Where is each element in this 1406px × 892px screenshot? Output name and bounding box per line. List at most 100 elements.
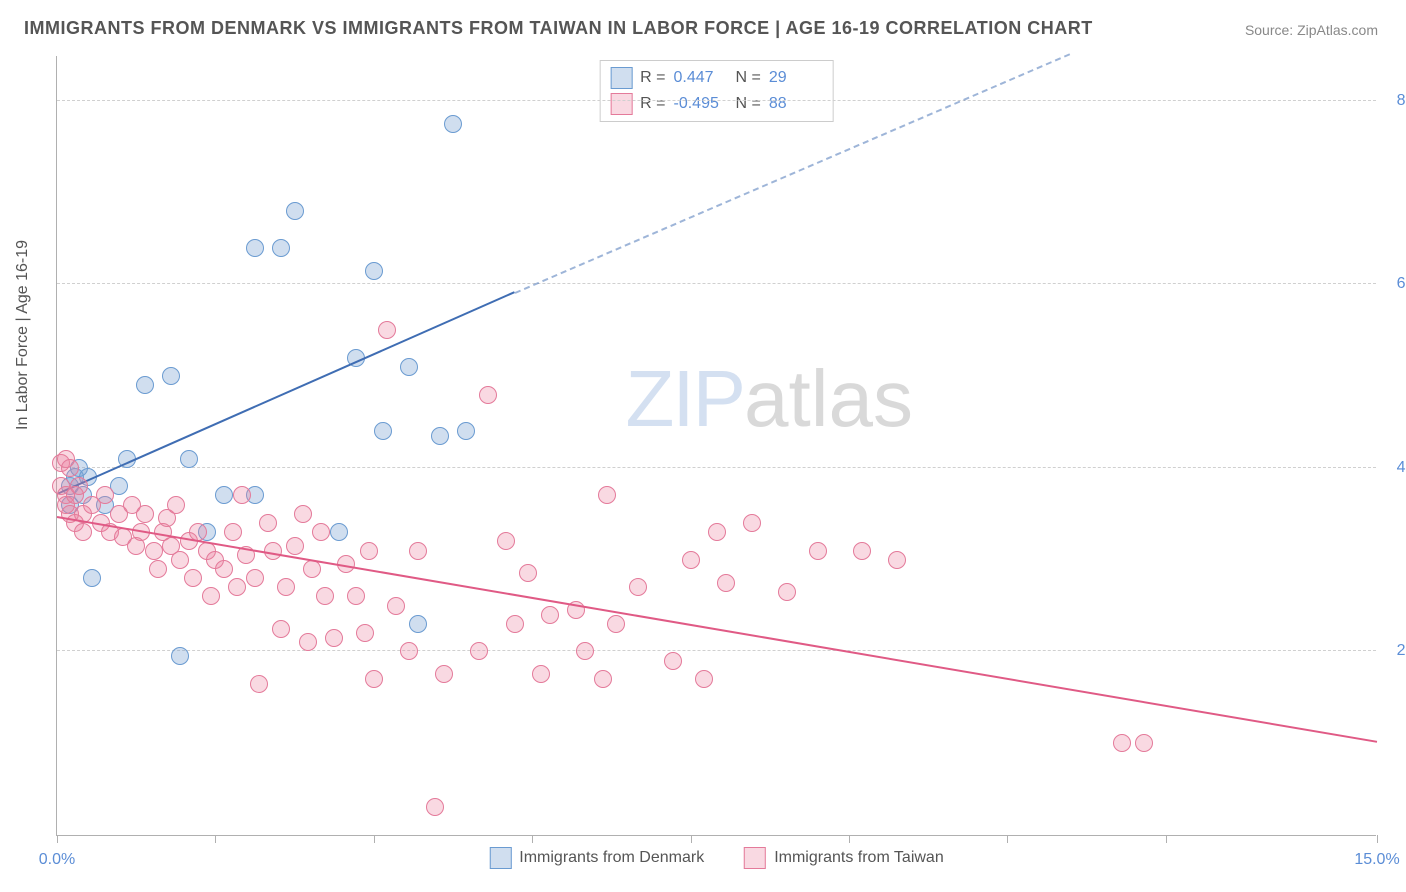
x-tick [1007,835,1008,843]
scatter-point-taiwan [629,578,647,596]
scatter-point-taiwan [470,642,488,660]
scatter-point-taiwan [215,560,233,578]
x-tick-label: 0.0% [39,851,75,869]
legend-n-value-denmark: 29 [769,69,823,87]
scatter-point-taiwan [387,597,405,615]
legend-label-taiwan: Immigrants from Taiwan [774,849,944,867]
scatter-point-taiwan [743,514,761,532]
scatter-point-taiwan [809,542,827,560]
legend-stat-row-denmark: R =0.447N =29 [610,65,823,91]
legend-r-value-denmark: 0.447 [674,69,728,87]
scatter-point-taiwan [312,523,330,541]
legend-r-label: R = [640,69,665,87]
scatter-point-taiwan [167,496,185,514]
legend-stat-row-taiwan: R =-0.495N =88 [610,91,823,117]
gridline [57,100,1376,101]
scatter-point-denmark [374,422,392,440]
scatter-point-taiwan [594,670,612,688]
scatter-point-taiwan [325,629,343,647]
scatter-point-taiwan [294,505,312,523]
scatter-point-taiwan [184,569,202,587]
scatter-point-denmark [162,367,180,385]
x-tick [691,835,692,843]
scatter-point-taiwan [74,523,92,541]
scatter-point-taiwan [519,564,537,582]
gridline [57,283,1376,284]
scatter-point-taiwan [1113,734,1131,752]
x-tick-label: 15.0% [1354,851,1399,869]
trendline-denmark [57,292,515,496]
scatter-point-taiwan [506,615,524,633]
y-tick-label: 80.0% [1397,92,1406,110]
chart-title: IMMIGRANTS FROM DENMARK VS IMMIGRANTS FR… [24,18,1093,39]
scatter-point-denmark [400,358,418,376]
scatter-point-taiwan [409,542,427,560]
x-tick [1377,835,1378,843]
series-legend: Immigrants from Denmark Immigrants from T… [489,847,943,869]
scatter-point-denmark [136,376,154,394]
scatter-point-taiwan [286,537,304,555]
y-tick-label: 40.0% [1397,459,1406,477]
scatter-point-denmark [409,615,427,633]
scatter-point-denmark [365,262,383,280]
scatter-point-taiwan [778,583,796,601]
scatter-point-taiwan [171,551,189,569]
scatter-point-taiwan [347,587,365,605]
scatter-point-taiwan [682,551,700,569]
gridline [57,650,1376,651]
scatter-point-taiwan [717,574,735,592]
legend-item-denmark: Immigrants from Denmark [489,847,704,869]
scatter-point-denmark [457,422,475,440]
scatter-point-taiwan [541,606,559,624]
scatter-point-taiwan [664,652,682,670]
scatter-point-taiwan [264,542,282,560]
scatter-point-denmark [444,115,462,133]
x-tick [57,835,58,843]
correlation-legend: R =0.447N =29R =-0.495N =88 [599,60,834,122]
scatter-point-taiwan [224,523,242,541]
x-tick [215,835,216,843]
legend-n-label: N = [736,95,761,113]
x-tick [1166,835,1167,843]
legend-swatch-taiwan [610,93,632,115]
scatter-point-taiwan [136,505,154,523]
scatter-point-taiwan [356,624,374,642]
x-tick [532,835,533,843]
scatter-point-taiwan [360,542,378,560]
scatter-point-taiwan [149,560,167,578]
legend-n-value-taiwan: 88 [769,95,823,113]
scatter-point-taiwan [426,798,444,816]
scatter-point-denmark [286,202,304,220]
scatter-point-taiwan [607,615,625,633]
scatter-point-denmark [431,427,449,445]
scatter-point-taiwan [228,578,246,596]
legend-r-value-taiwan: -0.495 [674,95,728,113]
scatter-point-taiwan [532,665,550,683]
scatter-point-taiwan [435,665,453,683]
legend-swatch-taiwan [744,847,766,869]
scatter-point-taiwan [246,569,264,587]
scatter-point-taiwan [202,587,220,605]
scatter-point-taiwan [708,523,726,541]
source-label: Source: ZipAtlas.com [1245,22,1378,38]
scatter-point-taiwan [853,542,871,560]
gridline [57,467,1376,468]
x-tick [374,835,375,843]
legend-swatch-denmark [610,67,632,89]
watermark-atlas: atlas [744,354,913,443]
scatter-point-taiwan [497,532,515,550]
legend-item-taiwan: Immigrants from Taiwan [744,847,944,869]
scatter-point-taiwan [479,386,497,404]
scatter-point-taiwan [70,477,88,495]
scatter-point-taiwan [250,675,268,693]
y-tick-label: 60.0% [1397,275,1406,293]
y-tick-label: 20.0% [1397,642,1406,660]
scatter-point-denmark [180,450,198,468]
scatter-point-denmark [83,569,101,587]
scatter-point-denmark [215,486,233,504]
trendline-taiwan [57,516,1377,743]
watermark-zip: ZIP [626,354,744,443]
legend-label-denmark: Immigrants from Denmark [519,849,704,867]
y-axis-label: In Labor Force | Age 16-19 [14,240,32,430]
watermark: ZIPatlas [626,353,913,445]
